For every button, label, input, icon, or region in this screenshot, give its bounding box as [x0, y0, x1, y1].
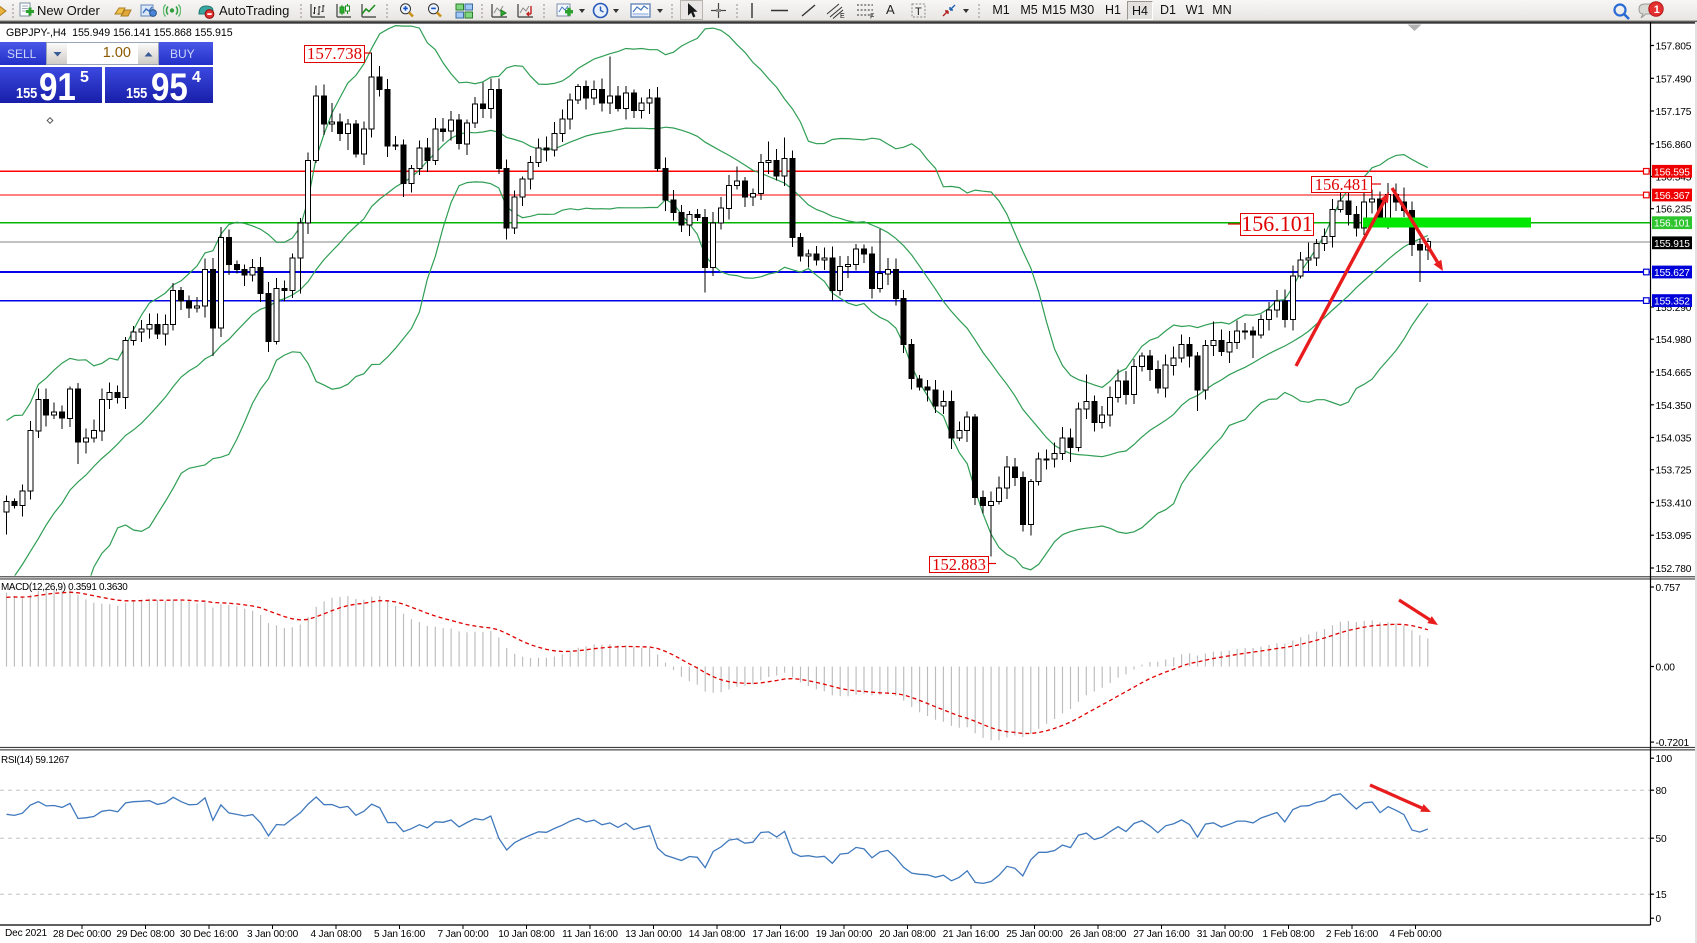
svg-text:154.980: 154.980	[1656, 335, 1692, 346]
svg-text:156.367: 156.367	[1654, 191, 1690, 202]
svg-text:13 Jan 00:00: 13 Jan 00:00	[625, 929, 682, 940]
svg-text:152.780: 152.780	[1656, 564, 1692, 575]
svg-text:29 Dec 08:00: 29 Dec 08:00	[116, 929, 175, 940]
svg-text:15: 15	[1656, 890, 1668, 901]
svg-text:0.757: 0.757	[1656, 583, 1681, 594]
svg-text:156.595: 156.595	[1654, 167, 1690, 178]
svg-text:154.665: 154.665	[1656, 368, 1692, 379]
svg-text:157.175: 157.175	[1656, 107, 1692, 118]
svg-text:30 Dec 16:00: 30 Dec 16:00	[180, 929, 239, 940]
svg-text:154.035: 154.035	[1656, 434, 1692, 445]
svg-text:157.490: 157.490	[1656, 74, 1692, 85]
svg-text:20 Jan 08:00: 20 Jan 08:00	[879, 929, 936, 940]
svg-text:2 Feb 16:00: 2 Feb 16:00	[1326, 929, 1379, 940]
svg-text:155.290: 155.290	[1656, 303, 1692, 314]
svg-text:10 Jan 08:00: 10 Jan 08:00	[498, 929, 555, 940]
svg-text:156.860: 156.860	[1656, 140, 1692, 151]
svg-text:5 Jan 16:00: 5 Jan 16:00	[374, 929, 426, 940]
svg-text:11 Jan 16:00: 11 Jan 16:00	[562, 929, 618, 940]
svg-text:Dec 2021: Dec 2021	[5, 928, 48, 939]
svg-text:14 Jan 08:00: 14 Jan 08:00	[689, 929, 746, 940]
svg-text:RSI(14) 59.1267: RSI(14) 59.1267	[1, 755, 69, 766]
svg-text:GBPJPY-,H4 155.949 156.141 15: GBPJPY-,H4 155.949 156.141 155.868 155.9…	[6, 27, 233, 39]
svg-text:80: 80	[1656, 786, 1668, 797]
svg-text:19 Jan 00:00: 19 Jan 00:00	[816, 929, 873, 940]
svg-text:156.235: 156.235	[1656, 205, 1692, 216]
svg-text:0: 0	[1656, 914, 1662, 925]
svg-text:21 Jan 16:00: 21 Jan 16:00	[943, 929, 1000, 940]
svg-text:3 Jan 00:00: 3 Jan 00:00	[247, 929, 299, 940]
svg-text:26 Jan 08:00: 26 Jan 08:00	[1070, 929, 1127, 940]
svg-text:T: T	[915, 6, 922, 18]
svg-text:1 Feb 08:00: 1 Feb 08:00	[1262, 929, 1315, 940]
svg-text:155.627: 155.627	[1654, 268, 1690, 279]
svg-text:0.00: 0.00	[1656, 663, 1676, 674]
svg-text:157.805: 157.805	[1656, 42, 1692, 53]
svg-text:153.410: 153.410	[1656, 499, 1692, 510]
svg-text:31 Jan 00:00: 31 Jan 00:00	[1197, 929, 1254, 940]
svg-text:154.350: 154.350	[1656, 401, 1692, 412]
svg-text:156.545: 156.545	[1656, 173, 1692, 184]
svg-text:153.725: 153.725	[1656, 466, 1692, 477]
svg-text:-0.7201: -0.7201	[1656, 738, 1690, 749]
svg-text:25 Jan 00:00: 25 Jan 00:00	[1006, 929, 1063, 940]
svg-text:50: 50	[1656, 834, 1668, 845]
svg-text:27 Jan 16:00: 27 Jan 16:00	[1133, 929, 1190, 940]
svg-text:156.101: 156.101	[1654, 219, 1690, 230]
svg-text:MACD(12,26,9) 0.3591 0.3630: MACD(12,26,9) 0.3591 0.3630	[1, 582, 128, 593]
svg-text:155.352: 155.352	[1654, 297, 1690, 308]
svg-text:7 Jan 00:00: 7 Jan 00:00	[437, 929, 489, 940]
svg-text:155.915: 155.915	[1654, 239, 1690, 250]
svg-text:17 Jan 16:00: 17 Jan 16:00	[752, 929, 809, 940]
svg-text:E: E	[840, 13, 845, 19]
svg-text:1: 1	[1654, 4, 1660, 16]
svg-text:100: 100	[1656, 754, 1673, 765]
svg-text:28 Dec 00:00: 28 Dec 00:00	[53, 929, 112, 940]
svg-text:F: F	[870, 14, 874, 20]
svg-text:4 Feb 00:00: 4 Feb 00:00	[1389, 929, 1442, 940]
svg-text:153.095: 153.095	[1656, 531, 1692, 542]
svg-text:4 Jan 08:00: 4 Jan 08:00	[310, 929, 362, 940]
